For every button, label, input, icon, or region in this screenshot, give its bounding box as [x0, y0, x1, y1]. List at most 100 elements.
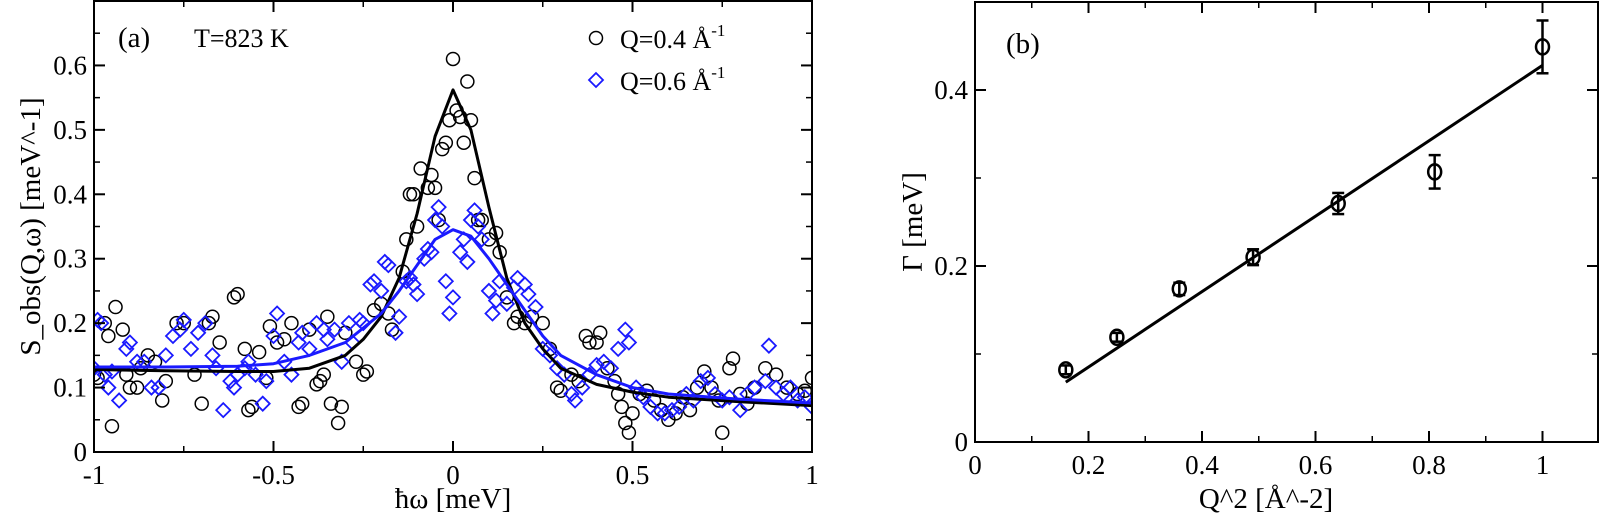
legend-label: Q=0.6 Å-1: [620, 63, 725, 96]
data-point-q04: [618, 415, 633, 431]
data-point-q06: [520, 285, 537, 303]
y-tick-label: 0.4: [934, 75, 968, 105]
data-point-q06: [365, 272, 383, 290]
data-point-q04: [406, 187, 421, 202]
y-tick-label: 0.2: [934, 251, 968, 281]
data-point-group: [1109, 328, 1125, 347]
x-tick-label: 0: [446, 460, 460, 490]
legend-marker-diamond: [587, 71, 605, 89]
data-point-q06: [469, 218, 487, 235]
data-point-q04: [549, 380, 565, 395]
data-point-q06: [588, 356, 605, 374]
data-point-q06: [110, 392, 128, 409]
y-tick-label: 0: [955, 427, 969, 457]
data-point-q06: [444, 289, 462, 306]
data-point-q06: [760, 337, 778, 354]
y-tick-label: 0: [74, 437, 88, 467]
data-point-q06: [459, 253, 476, 271]
data-point-q04: [582, 335, 597, 350]
data-point-q06: [214, 401, 232, 419]
data-point-q04: [614, 399, 629, 415]
data-point-q06: [692, 372, 709, 390]
data-point: [1330, 194, 1346, 213]
data-point-q04: [122, 380, 138, 395]
x-tick-label: 0: [968, 450, 982, 480]
data-point-q06: [441, 305, 458, 322]
data-point-group: [1171, 280, 1188, 298]
x-tick-label: 1: [1536, 450, 1550, 480]
legend-label: Q=0.4 Å-1: [620, 21, 725, 54]
x-tick-label: 0.6: [1299, 450, 1333, 480]
data-point-q04: [625, 406, 640, 421]
data-point-q06: [157, 347, 175, 364]
data-point-q04: [108, 299, 123, 315]
data-point-q06: [197, 314, 214, 332]
data-point-q06: [207, 359, 225, 377]
data-point-q06: [757, 372, 774, 390]
data-point-q04: [320, 309, 335, 324]
temperature-annotation: T=823 K: [194, 24, 289, 53]
data-point-q06: [135, 353, 153, 371]
data-point-q06: [433, 218, 451, 235]
y-tick-label: 0.5: [53, 115, 87, 145]
data-point-q06: [390, 308, 408, 325]
data-point-q04: [94, 367, 102, 382]
data-point-q04: [460, 74, 475, 89]
data-point-q04: [115, 322, 130, 337]
data-point-q06: [265, 327, 282, 345]
data-point-q04: [348, 354, 364, 370]
data-point-q06: [354, 314, 372, 332]
data-point-q04: [291, 399, 306, 415]
data-point-q06: [380, 256, 397, 274]
data-point-q06: [617, 321, 634, 338]
x-tick-label: 0.5: [616, 460, 650, 490]
data-point-q06: [96, 366, 114, 383]
data-point-q06: [473, 231, 490, 248]
data-point-group: [1330, 191, 1346, 216]
y-axis-label: S_obs(Q,ω) [meV^-1]: [15, 97, 47, 355]
data-point-q04: [323, 396, 339, 411]
data-point-q06: [171, 321, 189, 338]
data-point-q06: [663, 401, 681, 419]
data-point-q04: [725, 351, 741, 366]
x-axis-label: ħω [meV]: [395, 483, 512, 515]
data-point-q06: [620, 334, 638, 351]
y-tick-label: 0.3: [53, 244, 87, 274]
data-point-q04: [284, 315, 299, 331]
data-point-q04: [226, 290, 242, 305]
data-point-q04: [689, 380, 705, 395]
data-point-q04: [154, 393, 170, 408]
data-point-q04: [535, 315, 550, 331]
legend-label-main: Q=0.6 Å: [620, 67, 711, 96]
data-point-q06: [362, 276, 379, 293]
panel-label: (a): [118, 22, 150, 54]
data-point-q06: [254, 395, 272, 412]
data-point-q04: [420, 180, 436, 196]
data-point-q04: [399, 232, 414, 247]
data-point: [1534, 38, 1551, 56]
data-point-q04: [402, 187, 418, 202]
data-point-q06: [670, 398, 688, 416]
data-point-q04: [467, 170, 482, 186]
data-point-group: [1426, 153, 1443, 190]
data-point-q06: [150, 379, 167, 396]
data-point-q04: [715, 425, 730, 440]
data-point-group: [1245, 248, 1261, 267]
x-tick-label: 0.8: [1412, 450, 1446, 480]
data-point-q04: [356, 367, 371, 382]
data-point-group: [1534, 19, 1551, 75]
data-point-q06: [466, 202, 483, 219]
fit-curve-q06: [94, 228, 812, 405]
data-point-q06: [455, 231, 473, 248]
data-point-q06: [602, 359, 620, 377]
data-point-q04: [592, 325, 608, 341]
data-point-q06: [94, 314, 110, 332]
x-tick-label: -1: [83, 460, 106, 490]
y-tick-label: 0.2: [53, 308, 87, 338]
x-tick-label: 0.4: [1185, 450, 1219, 480]
data-point-q04: [779, 380, 795, 395]
data-point-q06: [118, 340, 135, 358]
panel-label: (b): [1006, 28, 1040, 60]
data-point-q04: [101, 328, 116, 344]
data-point-q06: [319, 330, 336, 348]
